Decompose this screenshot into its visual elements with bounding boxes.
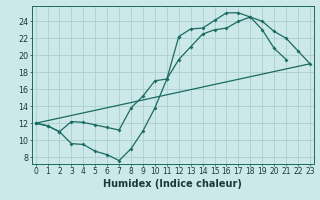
- X-axis label: Humidex (Indice chaleur): Humidex (Indice chaleur): [103, 179, 242, 189]
